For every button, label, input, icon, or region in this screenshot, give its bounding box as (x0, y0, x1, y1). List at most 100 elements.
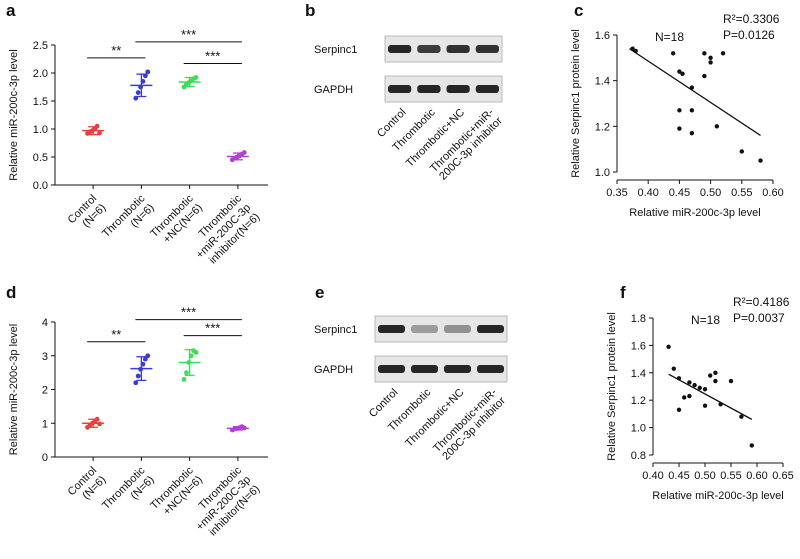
data-point (133, 380, 139, 386)
y-tick-label: 1.8 (631, 313, 646, 325)
blot-band (477, 325, 504, 333)
data-point (708, 60, 713, 65)
panel-letter: f (620, 283, 626, 302)
blot-row-label: GAPDH (314, 364, 353, 376)
blot-band (477, 365, 504, 373)
y-tick-label: 1.2 (595, 121, 610, 133)
regression-line (668, 373, 753, 420)
y-axis-label: Relative miR-200c-3p level (8, 324, 20, 455)
lane-label-group: Thrombotic+miR-200C-3p inhibitor (428, 106, 505, 182)
y-axis-label: Relative miR-200c-3p level (8, 49, 20, 180)
data-point (687, 380, 692, 385)
y-axis-label: Relative Serpinc1 protein level (606, 312, 618, 461)
x-tick-label: 0.50 (700, 187, 721, 199)
x-tick-label: 0.45 (668, 470, 689, 482)
x-tick-label: 0.35 (606, 187, 627, 199)
y-tick-label: 1.4 (631, 368, 646, 380)
data-point (682, 395, 687, 400)
data-point (97, 130, 102, 136)
data-point (145, 353, 151, 359)
data-point (697, 385, 702, 391)
data-point (708, 373, 713, 378)
x-tick-label-group: Thrombotic+NC(N=6) (148, 464, 205, 517)
annotation: N=18 (691, 313, 720, 327)
x-tick-label-group: Thrombotic+NC(N=6) (148, 192, 205, 245)
blot-band (388, 85, 412, 93)
data-point (677, 69, 682, 74)
y-tick-label: 1.5 (33, 96, 48, 108)
y-tick-label: 1.0 (33, 124, 48, 136)
panel-letter: b (305, 1, 315, 20)
x-tick-label: 0.50 (694, 470, 715, 482)
x-tick-label: 0.40 (637, 187, 658, 199)
data-point (676, 407, 682, 412)
data-point (680, 71, 685, 77)
y-tick-label: 1.4 (595, 76, 610, 88)
x-tick-label-group: Thrombotic(N=6) (100, 464, 157, 512)
y-axis-label: Relative Serpinc1 protein level (570, 29, 582, 178)
blot-band (411, 325, 438, 333)
y-tick-label: 0.8 (631, 450, 646, 462)
blot-band (475, 45, 499, 53)
annotation: N=18 (655, 30, 684, 44)
blot-band (388, 45, 412, 53)
significance-label: *** (205, 321, 220, 336)
blot-band (475, 85, 499, 93)
blot-band (444, 325, 471, 333)
y-tick-label: 4 (42, 317, 48, 329)
data-point (713, 378, 718, 384)
annotation: P=0.0037 (733, 311, 785, 325)
y-tick-label: 1 (42, 418, 48, 430)
y-tick-label: 2 (42, 385, 48, 397)
blot-band (411, 365, 438, 373)
x-tick-label: 0.55 (720, 470, 741, 482)
data-point (708, 55, 713, 61)
significance-label: *** (205, 48, 220, 63)
data-point (720, 51, 726, 56)
data-point (714, 124, 720, 129)
data-point (692, 382, 697, 388)
x-axis-label: Relative miR-200c-3p level (629, 207, 760, 219)
data-point (142, 356, 148, 362)
y-tick-label: 1.2 (631, 395, 646, 407)
data-point (689, 108, 695, 113)
y-tick-label: 2.5 (33, 40, 48, 52)
data-point (739, 414, 744, 419)
significance-label: *** (181, 27, 196, 42)
x-tick-label: 0.65 (772, 470, 793, 482)
panel-letter: a (6, 1, 16, 20)
blot-band (417, 85, 441, 93)
y-tick-label: 2.0 (33, 68, 48, 80)
annotation: P=0.0126 (723, 28, 775, 42)
y-tick-label: 0 (42, 452, 48, 464)
lane-label-group: Thrombotic+miR-200C-3p inhibitor (431, 386, 508, 462)
y-tick-label: 0.0 (33, 180, 48, 192)
data-point (713, 370, 718, 375)
data-point (702, 73, 707, 79)
data-point (671, 366, 676, 371)
data-point (749, 443, 754, 448)
data-point (702, 387, 708, 392)
significance-label: *** (181, 305, 196, 320)
data-point (687, 393, 692, 399)
x-axis-label: Relative miR-200c-3p level (652, 490, 783, 502)
annotation: R²=0.3306 (723, 12, 780, 26)
data-point (702, 51, 707, 56)
data-point (758, 158, 763, 163)
regression-line (629, 48, 761, 137)
data-point (666, 344, 671, 349)
data-point (184, 370, 189, 376)
x-tick-label: 0.55 (731, 187, 752, 199)
data-point (677, 108, 682, 113)
data-point (193, 75, 199, 80)
panel-letter: d (6, 283, 16, 302)
x-tick-label-group: Thrombotic(N=6) (100, 192, 157, 240)
y-tick-label: 3 (42, 351, 48, 363)
annotation: R²=0.4186 (733, 295, 790, 309)
significance-label: ** (111, 43, 121, 58)
x-tick-label: 0.60 (762, 187, 783, 199)
data-point (677, 126, 682, 131)
data-point (135, 90, 141, 95)
data-point (702, 403, 708, 408)
data-point (739, 149, 744, 154)
